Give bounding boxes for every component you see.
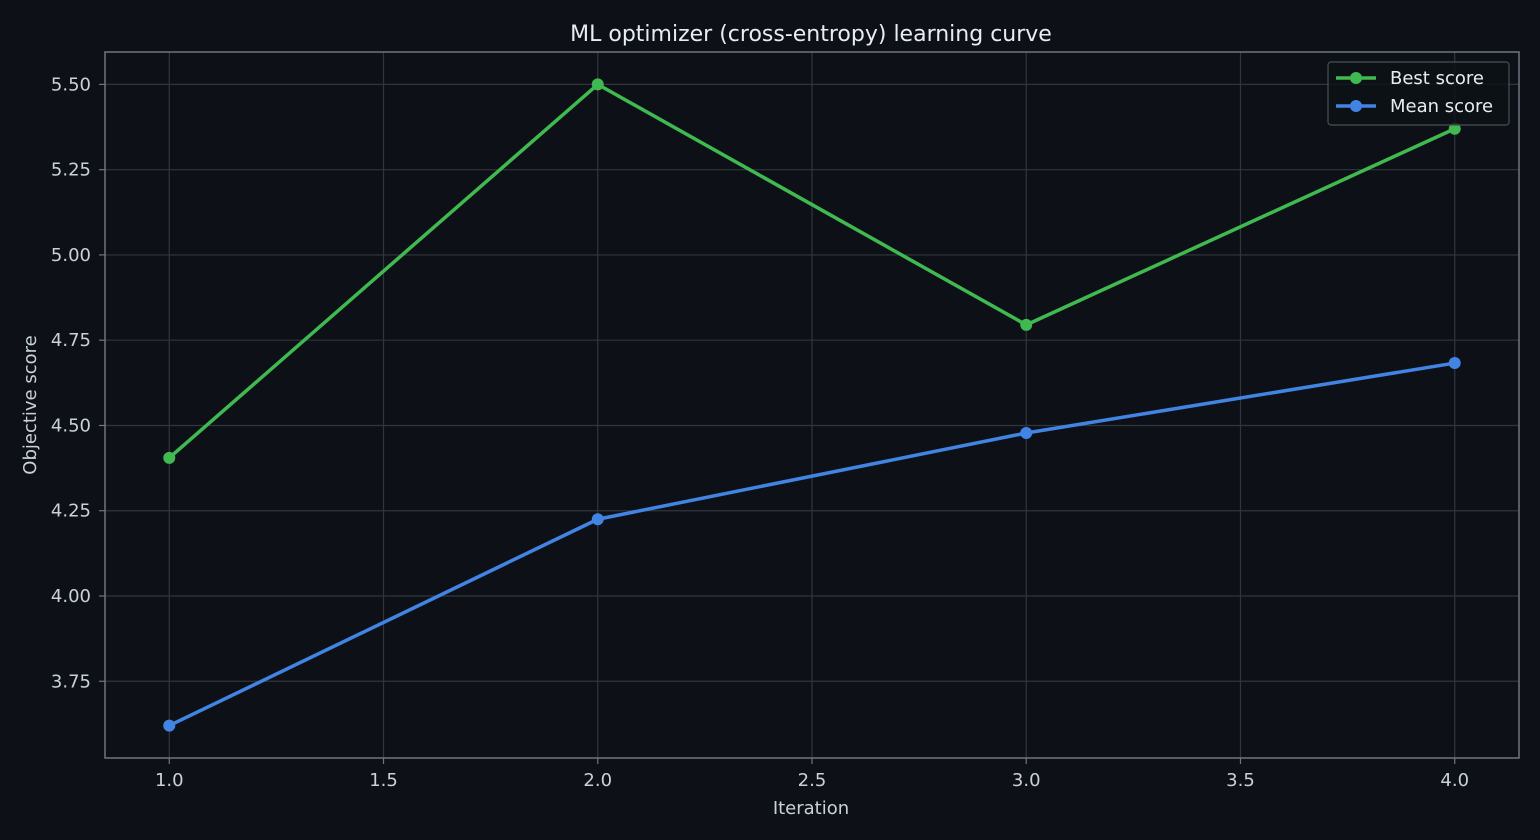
y-tick-label: 4.50	[51, 415, 91, 436]
legend: Best score Mean score	[1327, 61, 1510, 126]
x-tick-label: 4.0	[1440, 770, 1469, 791]
y-tick-label: 5.50	[51, 74, 91, 95]
x-tick-label: 1.0	[155, 770, 184, 791]
x-tick-label: 2.5	[798, 770, 827, 791]
y-tick-label: 5.25	[51, 160, 91, 181]
data-point-mean-score	[163, 719, 176, 732]
y-axis-label: Objective score	[20, 335, 41, 474]
x-tick-label: 1.5	[369, 770, 398, 791]
y-tick-label: 5.00	[51, 245, 91, 266]
data-point-best-score	[591, 78, 604, 91]
y-tick-label: 3.75	[51, 671, 91, 692]
data-point-mean-score	[1448, 357, 1461, 370]
legend-swatch-marker-mean-score	[1350, 100, 1362, 112]
axis-ticks: 1.0 1.5 2.0 2.5 3.0 3.5 4.0 3.75 4.00 4.25 4.50 4.7…	[51, 74, 1469, 791]
y-tick-label: 4.75	[51, 330, 91, 351]
data-point-best-score	[1020, 318, 1033, 331]
y-tick-label: 4.00	[51, 586, 91, 607]
x-tick-label: 2.0	[583, 770, 612, 791]
grid-lines	[105, 52, 1519, 758]
legend-label-best-score: Best score	[1390, 68, 1484, 89]
data-point-best-score	[163, 451, 176, 464]
series-lines	[163, 78, 1461, 732]
series-line-best-score	[167, 82, 1457, 460]
data-point-best-score	[1448, 122, 1461, 135]
data-point-mean-score	[591, 513, 604, 526]
x-axis-label: Iteration	[773, 798, 849, 819]
x-tick-label: 3.5	[1226, 770, 1255, 791]
y-tick-label: 4.25	[51, 501, 91, 522]
legend-swatch-marker-best-score	[1350, 72, 1362, 84]
x-tick-label: 3.0	[1012, 770, 1041, 791]
legend-label-mean-score: Mean score	[1390, 96, 1493, 117]
series-line-mean-score	[167, 361, 1457, 728]
chart-title: ML optimizer (cross-entropy) learning cu…	[570, 22, 1052, 47]
data-point-mean-score	[1020, 426, 1033, 439]
